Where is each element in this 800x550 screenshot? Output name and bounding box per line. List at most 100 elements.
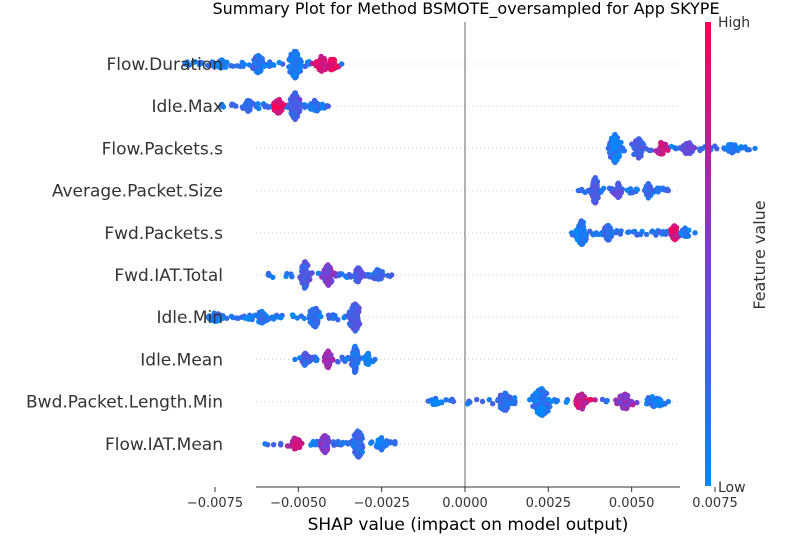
feature-label: Fwd.Packets.s bbox=[104, 224, 223, 244]
shap-point bbox=[224, 315, 230, 321]
shap-point bbox=[258, 316, 264, 322]
shap-point bbox=[729, 144, 735, 150]
shap-point bbox=[375, 274, 381, 281]
shap-point bbox=[212, 316, 218, 323]
shap-point bbox=[629, 189, 635, 196]
shap-point bbox=[617, 140, 623, 146]
shap-point bbox=[355, 433, 361, 440]
shap-point bbox=[634, 399, 640, 406]
x-tick-label: 0.0050 bbox=[609, 496, 655, 511]
feature-label: Flow.IAT.Mean bbox=[105, 435, 223, 455]
shap-point bbox=[635, 149, 642, 155]
shap-point bbox=[352, 306, 358, 313]
shap-point bbox=[355, 271, 361, 278]
feature-points bbox=[425, 386, 671, 418]
shap-point bbox=[328, 67, 335, 73]
shap-point bbox=[658, 142, 664, 148]
shap-point bbox=[301, 264, 308, 270]
shap-point bbox=[278, 315, 284, 321]
shap-point bbox=[322, 442, 328, 448]
shap-point bbox=[325, 364, 331, 371]
shap-point bbox=[592, 175, 598, 181]
shap-point bbox=[583, 400, 589, 406]
feature-label: Fwd.IAT.Total bbox=[114, 266, 223, 286]
shap-point bbox=[378, 447, 385, 453]
shap-point bbox=[318, 53, 324, 60]
shap-point bbox=[686, 149, 692, 155]
shap-point bbox=[287, 64, 293, 70]
shap-point bbox=[384, 272, 391, 279]
feature-points bbox=[219, 90, 331, 123]
shap-point bbox=[368, 440, 374, 446]
shap-point bbox=[637, 231, 644, 238]
shap-point bbox=[682, 233, 688, 239]
shap-point bbox=[315, 270, 322, 276]
shap-point bbox=[692, 230, 698, 236]
shap-point bbox=[325, 348, 331, 355]
shap-point bbox=[355, 279, 361, 285]
feature-label: Idle.Min bbox=[156, 308, 223, 328]
shap-point bbox=[646, 184, 652, 191]
shap-point bbox=[664, 147, 670, 153]
shap-point bbox=[465, 401, 471, 407]
colorbar-high-label: High bbox=[718, 15, 750, 31]
shap-point bbox=[617, 399, 623, 405]
shap-point bbox=[330, 439, 337, 445]
shap-point bbox=[668, 143, 675, 150]
shap-point bbox=[662, 229, 669, 235]
shap-point bbox=[545, 396, 552, 403]
feature-points bbox=[605, 131, 758, 166]
x-axis-title: SHAP value (impact on model output) bbox=[308, 515, 629, 535]
feature-points bbox=[292, 343, 378, 375]
shap-point bbox=[508, 396, 514, 403]
shap-point bbox=[538, 411, 544, 418]
shap-point bbox=[319, 68, 325, 74]
shap-point bbox=[245, 106, 251, 112]
shap-point bbox=[643, 231, 650, 238]
shap-point bbox=[356, 454, 362, 460]
shap-point bbox=[431, 399, 437, 405]
shap-point bbox=[291, 115, 298, 121]
shap-point bbox=[339, 61, 345, 67]
x-tick-label: 0.0075 bbox=[692, 496, 738, 511]
shap-point bbox=[292, 356, 298, 363]
shap-point bbox=[302, 358, 308, 364]
shap-point bbox=[578, 404, 584, 410]
shap-point bbox=[366, 274, 373, 280]
shap-point bbox=[592, 197, 598, 204]
feature-label: Flow.Duration bbox=[107, 55, 224, 75]
shap-point bbox=[659, 146, 665, 153]
shap-point bbox=[627, 399, 634, 405]
feature-points bbox=[569, 218, 698, 247]
shap-point bbox=[322, 449, 328, 456]
shap-point bbox=[309, 60, 316, 67]
shap-point bbox=[287, 56, 294, 63]
shap-point bbox=[538, 388, 544, 394]
shap-point bbox=[685, 144, 692, 151]
shap-point bbox=[592, 188, 598, 194]
shap-point bbox=[607, 186, 614, 192]
shap-point bbox=[647, 396, 653, 403]
shap-point bbox=[587, 228, 593, 234]
shap-point bbox=[312, 107, 318, 114]
shap-point bbox=[479, 398, 486, 405]
feature-label: Idle.Mean bbox=[140, 350, 223, 370]
shap-point bbox=[629, 141, 635, 147]
shap-point bbox=[222, 62, 228, 69]
shap-point bbox=[616, 189, 622, 195]
shap-point bbox=[599, 396, 606, 403]
shap-point bbox=[291, 446, 298, 452]
shap-point bbox=[218, 65, 224, 71]
x-tick-label: 0.0025 bbox=[526, 496, 572, 511]
shap-point bbox=[490, 401, 496, 407]
shap-point bbox=[297, 97, 303, 103]
shap-point bbox=[218, 315, 224, 321]
shap-point bbox=[564, 398, 570, 404]
shap-point bbox=[682, 227, 688, 233]
shap-point bbox=[604, 397, 610, 404]
x-tick-label: −0.0025 bbox=[353, 496, 409, 511]
shap-point bbox=[655, 189, 661, 195]
shap-point bbox=[294, 315, 300, 321]
shap-point bbox=[251, 313, 257, 319]
